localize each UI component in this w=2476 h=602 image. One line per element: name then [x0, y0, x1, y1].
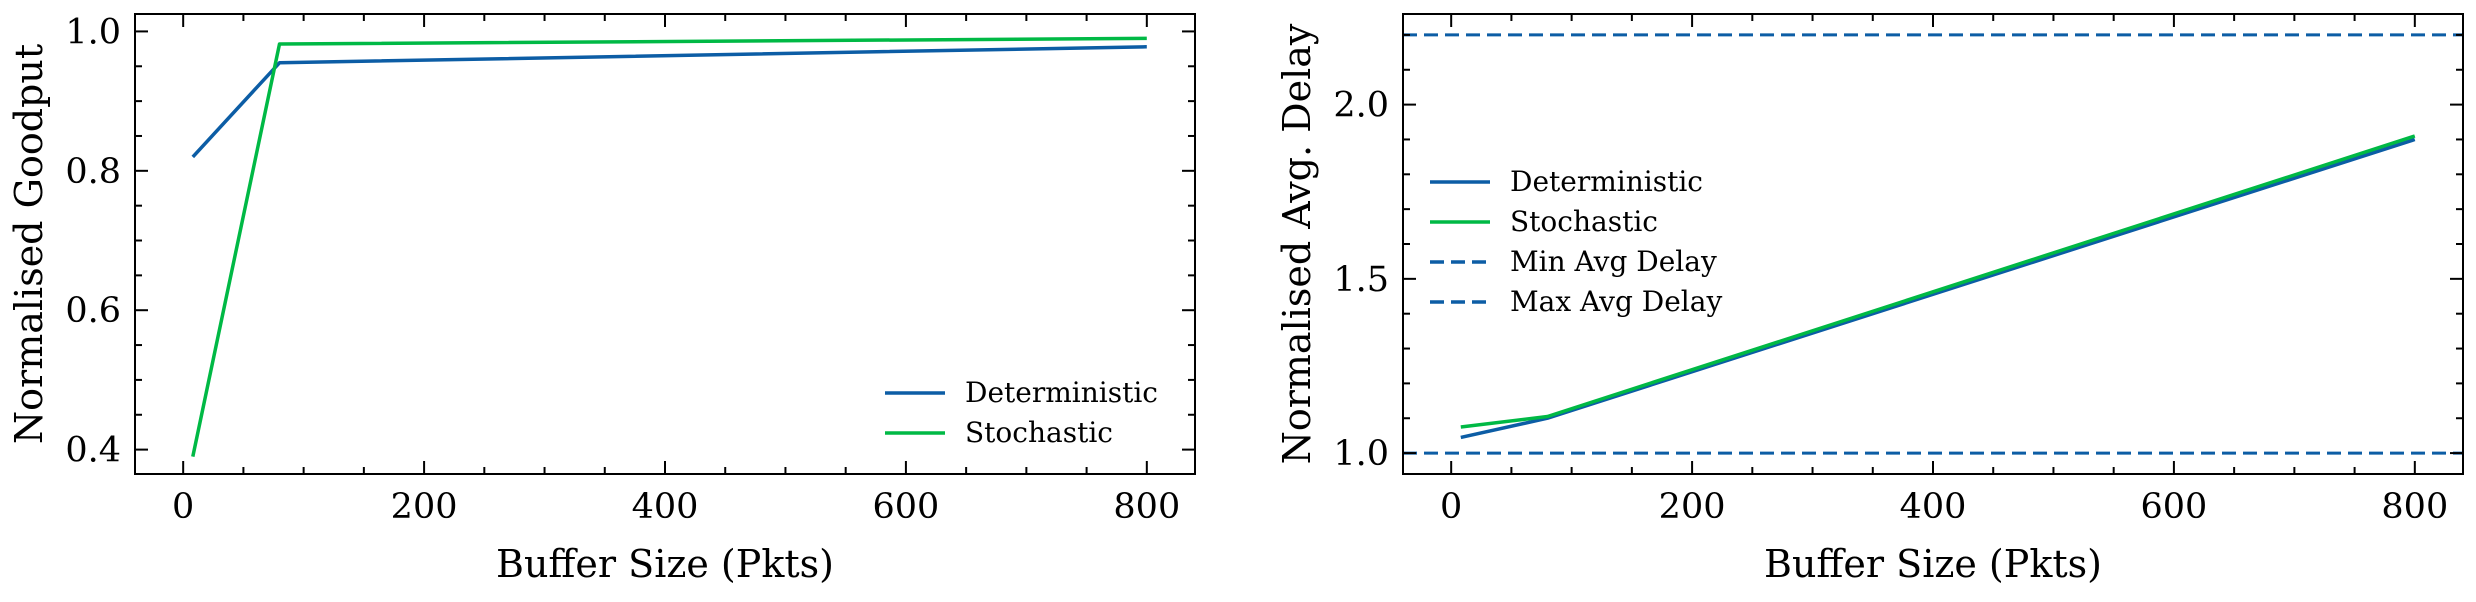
goodput-x-axis-label: Buffer Size (Pkts)	[496, 542, 834, 586]
y-tick-label: 2.0	[1333, 86, 1389, 126]
goodput-y-axis-label: Normalised Goodput	[7, 44, 51, 444]
legend-label-0: Deterministic	[965, 376, 1158, 409]
delay-plot-lines	[1403, 33, 2463, 455]
x-tick-label: 200	[1659, 487, 1726, 527]
legend-label-3: Max Avg Delay	[1510, 285, 1722, 318]
delay-x-axis-label: Buffer Size (Pkts)	[1764, 542, 2102, 586]
delay-plot-frame	[1402, 13, 2464, 475]
y-tick-label: 0.4	[65, 431, 121, 471]
legend-label-1: Stochastic	[965, 416, 1113, 449]
series-line-0	[191, 45, 1147, 159]
legend-label-0: Deterministic	[1510, 165, 1703, 198]
y-tick-label: 0.6	[65, 291, 121, 331]
delay-chart: 0 200 400 600 800 1.0 1.5 2.0 Buffer Size (Pkts…	[1275, 13, 2464, 586]
delay-tick-labels: 0 200 400 600 800 1.0 1.5 2.0	[1333, 86, 2448, 527]
x-tick-label: 800	[1113, 487, 1180, 527]
delay-legend: Deterministic Stochastic Min Avg Delay Max …	[1430, 165, 1722, 318]
goodput-plot-lines	[191, 36, 1147, 457]
x-tick-label: 800	[2381, 487, 2448, 527]
x-tick-label: 0	[172, 487, 194, 527]
x-tick-label: 400	[1900, 487, 1967, 527]
goodput-ticks	[135, 14, 1195, 474]
x-tick-label: 400	[632, 487, 699, 527]
y-tick-label: 1.0	[1333, 434, 1389, 474]
y-tick-label: 1.0	[65, 12, 121, 52]
goodput-legend: Deterministic Stochastic	[885, 376, 1158, 449]
x-tick-label: 600	[873, 487, 940, 527]
x-tick-label: 0	[1440, 487, 1462, 527]
goodput-chart: 0 200 400 600 800 0.4 0.6 0.8 1.0 Buffer Size (P…	[7, 12, 1196, 586]
y-tick-label: 0.8	[65, 152, 121, 192]
x-tick-label: 200	[391, 487, 458, 527]
delay-ticks	[1403, 14, 2463, 474]
legend-label-1: Stochastic	[1510, 205, 1658, 238]
legend-label-2: Min Avg Delay	[1510, 245, 1717, 278]
delay-y-axis-label: Normalised Avg. Delay	[1275, 23, 1319, 464]
series-line-1	[1460, 134, 2416, 429]
series-line-1	[191, 36, 1147, 457]
y-tick-label: 1.5	[1333, 260, 1389, 300]
goodput-tick-labels: 0 200 400 600 800 0.4 0.6 0.8 1.0	[65, 12, 1180, 527]
x-tick-label: 600	[2141, 487, 2208, 527]
